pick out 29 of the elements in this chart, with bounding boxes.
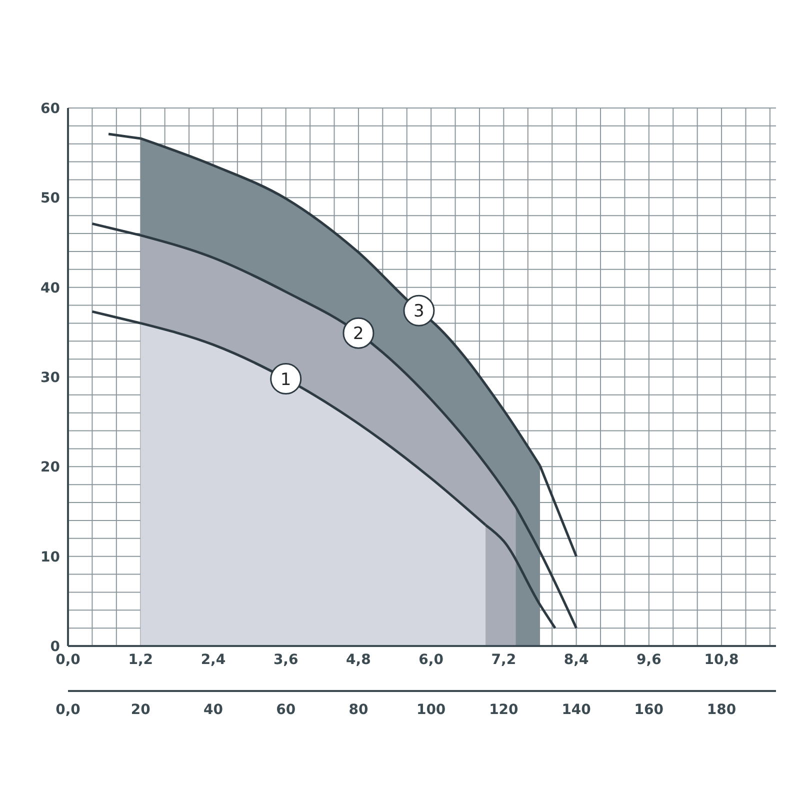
series-label: 3	[414, 302, 424, 322]
x-tick-label: 6,0	[418, 652, 444, 668]
x2-tick-label: 160	[634, 702, 664, 718]
x-tick-label: 2,4	[200, 652, 226, 668]
series-label: 1	[280, 370, 292, 390]
x-tick-label: 8,4	[564, 652, 589, 668]
y-tick-label: 40	[40, 280, 60, 296]
y-tick-label: 10	[40, 549, 60, 566]
x2-tick-label: 100	[416, 702, 446, 718]
x2-tick-label: 60	[276, 702, 296, 718]
x2-tick-label: 80	[348, 702, 368, 718]
x-tick-label: 9,6	[636, 652, 662, 668]
point	[270, 363, 302, 395]
x2-tick-label: 140	[562, 702, 592, 718]
x2-tick-label: 20	[130, 702, 151, 718]
x2-tick-label: 40	[203, 702, 224, 718]
y-tick-label: 30	[40, 370, 60, 386]
x-tick-label: 4,8	[346, 652, 371, 668]
x2-tick-label: 0,0	[56, 702, 81, 718]
x-tick-label: 10,8	[704, 652, 739, 668]
x2-tick-label: 120	[489, 702, 519, 718]
x-tick-label: 1,2	[128, 652, 154, 668]
y-tick-label: 60	[40, 100, 60, 117]
x-tick-label: 7,2	[491, 652, 516, 668]
y-tick-label: 50	[40, 190, 60, 207]
x-tick-label: 3,6	[273, 652, 298, 668]
y-tick-label: 20	[40, 460, 60, 476]
x2-tick-label: 180	[706, 702, 736, 718]
series-label: 2	[353, 324, 364, 344]
